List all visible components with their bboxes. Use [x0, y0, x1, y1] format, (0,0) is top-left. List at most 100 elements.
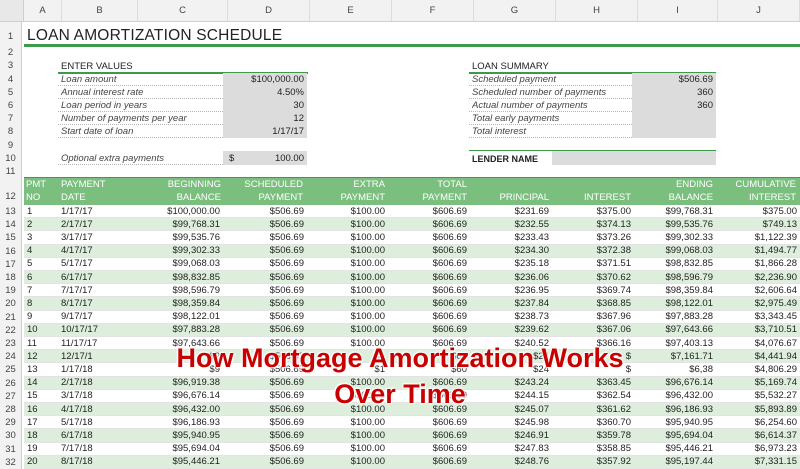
- cell-cumulative-interest[interactable]: $7,331.15: [754, 456, 797, 468]
- cell-total-payment[interactable]: $606.69: [432, 390, 467, 402]
- enter-value-box-2[interactable]: [223, 99, 307, 112]
- cell-payment-date[interactable]: 5/17/17: [61, 258, 93, 270]
- cell-scheduled-payment[interactable]: $506.69: [269, 258, 304, 270]
- cell-pmt-no[interactable]: 6: [27, 271, 33, 283]
- cell-total-payment[interactable]: $606.69: [432, 232, 467, 243]
- cell-total-payment[interactable]: $606.69: [432, 377, 467, 389]
- cell-interest[interactable]: $360.70: [596, 416, 631, 428]
- cell-beginning-balance[interactable]: $97,883.28: [172, 324, 220, 336]
- header-pmt-no-line2[interactable]: NO: [26, 192, 41, 203]
- header-cumulative-interest-line1[interactable]: CUMULATIVE: [735, 179, 796, 190]
- enter-value-box-4[interactable]: [223, 125, 307, 138]
- cell-ending-balance[interactable]: $95,940.95: [665, 416, 713, 428]
- cell-principal[interactable]: $244.15: [514, 390, 549, 402]
- row-header-1[interactable]: 1: [0, 27, 22, 46]
- select-all-corner[interactable]: [0, 0, 24, 22]
- cell-beginning-balance[interactable]: $99,535.76: [172, 232, 220, 243]
- cell-interest[interactable]: $371.51: [596, 258, 631, 270]
- cell-principal[interactable]: $240.52: [514, 337, 549, 349]
- column-header-g[interactable]: G: [474, 0, 556, 22]
- cell-ending-balance[interactable]: $98,122.01: [665, 298, 713, 309]
- row-header-30[interactable]: 30: [0, 429, 22, 443]
- header-principal-line2[interactable]: PRINCIPAL: [499, 192, 549, 203]
- cell-principal[interactable]: $248.76: [514, 456, 549, 468]
- cell-cumulative-interest[interactable]: $749.13: [762, 218, 797, 230]
- row-header-6[interactable]: 6: [0, 99, 22, 112]
- cell-ending-balance[interactable]: $96,186.93: [665, 403, 713, 415]
- cell-extra-payment[interactable]: $100.00: [350, 443, 385, 455]
- cell-cumulative-interest[interactable]: $5,532.27: [754, 390, 797, 402]
- header-extra-payment-line1[interactable]: EXTRA: [353, 179, 385, 190]
- extra-payments-box[interactable]: [223, 151, 307, 165]
- row-header-19[interactable]: 19: [0, 284, 22, 298]
- cell-pmt-no[interactable]: 13: [27, 364, 38, 375]
- header-cumulative-interest-line2[interactable]: INTEREST: [749, 192, 796, 203]
- cell-interest[interactable]: $: [625, 364, 631, 375]
- cell-scheduled-payment[interactable]: $506.69: [269, 416, 304, 428]
- cell-interest[interactable]: $368.85: [596, 298, 631, 309]
- cell-ending-balance[interactable]: $99,535.76: [665, 218, 713, 230]
- cell-pmt-no[interactable]: 5: [27, 258, 33, 270]
- cell-ending-balance[interactable]: $95,197.44: [665, 456, 713, 468]
- cell-interest[interactable]: $358.85: [596, 443, 631, 455]
- row-header-16[interactable]: 16: [0, 244, 22, 258]
- cell-beginning-balance[interactable]: $98,596.79: [172, 284, 220, 296]
- cell-pmt-no[interactable]: 14: [27, 377, 38, 389]
- cell-extra-payment[interactable]: $100.00: [350, 232, 385, 243]
- row-header-13[interactable]: 13: [0, 205, 22, 219]
- cell-pmt-no[interactable]: 8: [27, 298, 33, 309]
- cell-total-payment[interactable]: $606.69: [432, 456, 467, 468]
- row-header-14[interactable]: 14: [0, 218, 22, 232]
- row-header-26[interactable]: 26: [0, 376, 22, 390]
- cell-interest[interactable]: $370.62: [596, 271, 631, 283]
- cell-pmt-no[interactable]: 10: [27, 324, 38, 336]
- row-header-12[interactable]: 12: [0, 178, 22, 205]
- cell-extra-payment[interactable]: $100.00: [350, 377, 385, 389]
- row-header-4[interactable]: 4: [0, 73, 22, 86]
- cell-total-payment[interactable]: $606.69: [432, 271, 467, 283]
- cell-extra-payment[interactable]: $100.00: [350, 311, 385, 323]
- row-header-27[interactable]: 27: [0, 389, 22, 403]
- cell-scheduled-payment[interactable]: $506.69: [269, 245, 304, 257]
- cell-ending-balance[interactable]: $99,302.33: [665, 232, 713, 243]
- cell-principal[interactable]: $245.07: [514, 403, 549, 415]
- cell-interest[interactable]: $: [625, 350, 631, 362]
- cell-interest[interactable]: $375.00: [596, 205, 631, 217]
- cell-cumulative-interest[interactable]: $5,169.74: [754, 377, 797, 389]
- header-payment-date-line1[interactable]: PAYMENT: [61, 179, 106, 190]
- cell-total-payment[interactable]: $606.69: [432, 403, 467, 415]
- cell-total-payment[interactable]: $606.69: [432, 324, 467, 336]
- cell-cumulative-interest[interactable]: $4,806.29: [754, 364, 797, 375]
- cell-principal[interactable]: $237.84: [514, 298, 549, 309]
- cell-beginning-balance[interactable]: $100,000.00: [167, 205, 220, 217]
- column-header-i[interactable]: I: [638, 0, 718, 22]
- row-header-28[interactable]: 28: [0, 403, 22, 417]
- cell-payment-date[interactable]: 6/17/18: [61, 430, 93, 441]
- cell-extra-payment[interactable]: $100.00: [350, 258, 385, 270]
- cell-ending-balance[interactable]: $96,676.14: [665, 377, 713, 389]
- cell-beginning-balance[interactable]: $9: [209, 350, 220, 362]
- cell-pmt-no[interactable]: 16: [27, 403, 38, 415]
- cell-cumulative-interest[interactable]: $2,236.90: [754, 271, 797, 283]
- cell-extra-payment[interactable]: $1: [374, 350, 385, 362]
- cell-principal[interactable]: $233.43: [514, 232, 549, 243]
- header-payment-date-line2[interactable]: DATE: [61, 192, 86, 203]
- cell-extra-payment[interactable]: $100.00: [350, 390, 385, 402]
- cell-interest[interactable]: $372.38: [596, 245, 631, 257]
- cell-beginning-balance[interactable]: $97,643.66: [172, 337, 220, 349]
- cell-scheduled-payment[interactable]: $506.69: [269, 205, 304, 217]
- cell-interest[interactable]: $357.92: [596, 456, 631, 468]
- cell-total-payment[interactable]: $606.69: [432, 337, 467, 349]
- cell-extra-payment[interactable]: $100.00: [350, 218, 385, 230]
- cell-payment-date[interactable]: 2/17/17: [61, 218, 93, 230]
- cell-beginning-balance[interactable]: $95,940.95: [172, 430, 220, 441]
- cell-principal[interactable]: $247.83: [514, 443, 549, 455]
- cell-pmt-no[interactable]: 17: [27, 416, 38, 428]
- cell-pmt-no[interactable]: 18: [27, 430, 38, 441]
- cell-pmt-no[interactable]: 3: [27, 232, 33, 243]
- cell-ending-balance[interactable]: $98,596.79: [665, 271, 713, 283]
- cell-principal[interactable]: $234.30: [514, 245, 549, 257]
- cell-beginning-balance[interactable]: $96,186.93: [172, 416, 220, 428]
- row-header-32[interactable]: 32: [0, 455, 22, 469]
- column-header-e[interactable]: E: [310, 0, 392, 22]
